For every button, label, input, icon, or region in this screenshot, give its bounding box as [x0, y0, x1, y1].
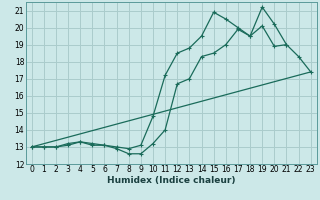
X-axis label: Humidex (Indice chaleur): Humidex (Indice chaleur) — [107, 176, 236, 185]
